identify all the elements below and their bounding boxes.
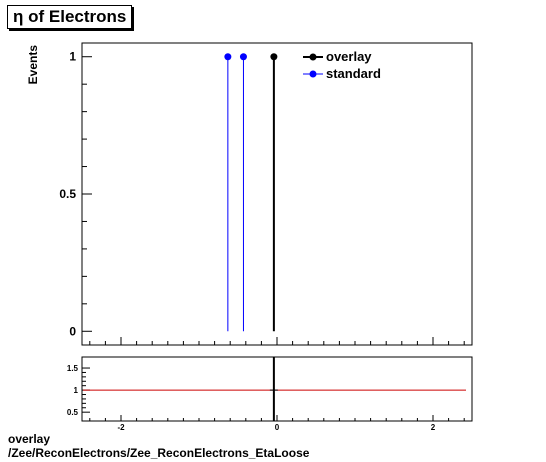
ratio-x-tick-label: -2	[117, 423, 125, 432]
caption-line-1: overlay	[8, 432, 51, 446]
y-axis-label: Events	[26, 45, 40, 85]
legend-marker-standard	[309, 70, 317, 78]
ratio-plot-frame	[81, 356, 473, 422]
legend-label-standard: standard	[326, 66, 381, 81]
legend-label-overlay: overlay	[326, 49, 372, 64]
ratio-y-tick-label: 0.5	[67, 408, 79, 417]
main-y-tick-label: 0	[69, 324, 76, 338]
data-point-standard	[239, 53, 247, 61]
ratio-x-tick-label: 0	[275, 423, 280, 432]
main-plot-frame	[81, 42, 473, 346]
data-point-overlay	[270, 53, 278, 61]
caption-line-2: /Zee/ReconElectrons/Zee_ReconElectrons_E…	[8, 446, 310, 460]
main-plot-panel: 0 0.5 1 Events overlay standard	[26, 42, 473, 346]
chart-title: η of Electrons	[7, 5, 133, 29]
ratio-y-tick-label: 1.5	[67, 364, 79, 373]
main-y-tick-label: 0.5	[59, 187, 76, 201]
ratio-x-tick-label: 2	[431, 423, 436, 432]
ratio-plot-panel: -2 0 2 0.5 1 1.5	[67, 356, 473, 432]
ratio-y-tick-label: 1	[74, 386, 79, 395]
main-y-tick-label: 1	[69, 50, 76, 64]
legend-marker-overlay	[309, 53, 317, 61]
data-point-standard	[224, 53, 232, 61]
